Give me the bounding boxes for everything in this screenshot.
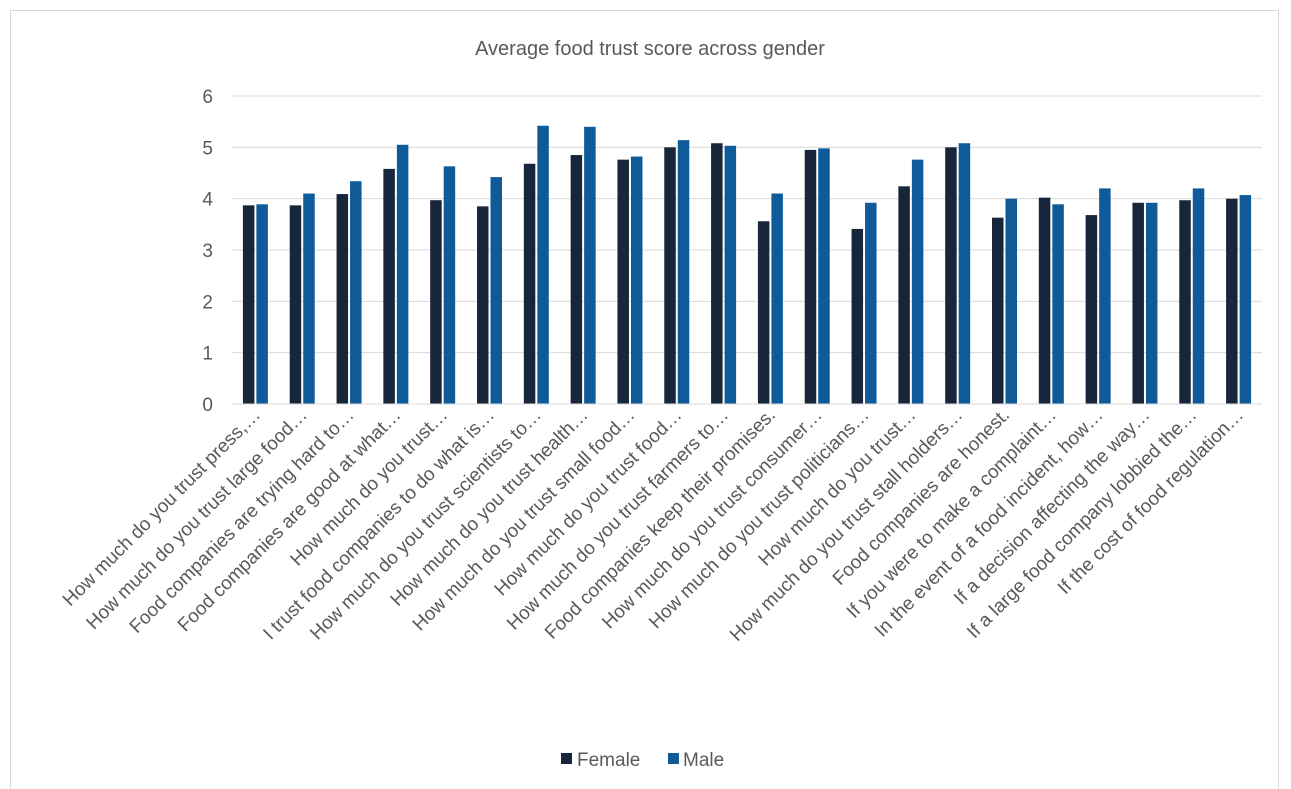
bar-female-6: [523, 163, 536, 404]
bar-female-17: [1038, 197, 1051, 404]
y-tick-label: 5: [202, 138, 213, 159]
legend-swatch-female: [561, 753, 572, 764]
bar-male-20: [1192, 188, 1205, 404]
y-tick-label: 2: [202, 292, 213, 313]
bar-female-1: [289, 205, 302, 404]
bar-female-21: [1226, 198, 1238, 404]
bar-female-19: [1132, 202, 1144, 404]
bar-male-10: [724, 145, 737, 405]
bar-female-9: [664, 147, 676, 404]
y-tick-label: 3: [202, 241, 213, 262]
chart-frame: [10, 10, 1279, 789]
bar-male-6: [537, 125, 549, 405]
bar-male-18: [1099, 188, 1111, 404]
bar-female-20: [1179, 200, 1191, 404]
bar-male-3: [396, 144, 409, 404]
bar-female-0: [242, 205, 255, 404]
bar-female-5: [477, 206, 489, 404]
bar-male-17: [1052, 204, 1064, 404]
x-axis-categories: How much do you trust press,…How much do…: [59, 405, 1248, 646]
bar-male-12: [818, 148, 830, 404]
bar-male-7: [584, 126, 596, 405]
bar-female-15: [945, 147, 957, 404]
bar-male-15: [958, 143, 971, 405]
bar-female-4: [430, 200, 442, 404]
bar-male-9: [677, 140, 690, 404]
bar-female-13: [851, 228, 864, 404]
bar-male-0: [256, 204, 268, 404]
bar-male-14: [911, 159, 924, 404]
bar-female-7: [570, 155, 583, 404]
legend-swatch-male: [668, 753, 679, 764]
bar-female-3: [383, 168, 395, 404]
bar-female-14: [898, 186, 910, 404]
bar-male-16: [1005, 198, 1017, 404]
bar-female-18: [1085, 215, 1098, 404]
bar-male-1: [303, 193, 315, 404]
y-tick-label: 1: [202, 344, 213, 365]
bar-male-4: [443, 166, 456, 404]
bar-male-19: [1145, 202, 1158, 404]
y-tick-label: 0: [202, 395, 213, 416]
bar-male-21: [1239, 195, 1252, 404]
legend-label-male: Male: [683, 750, 724, 771]
bar-male-11: [771, 193, 783, 404]
y-tick-label: 6: [202, 87, 213, 108]
y-axis-ticks: 0 1 2 3 4 5 6: [202, 87, 213, 416]
bar-female-16: [992, 217, 1004, 404]
bar-male-5: [490, 177, 502, 404]
bar-male-8: [630, 156, 643, 404]
bar-female-10: [711, 143, 723, 405]
legend-label-female: Female: [577, 750, 640, 771]
bar-female-12: [804, 149, 817, 404]
bar-female-2: [336, 194, 349, 404]
bar-female-8: [617, 159, 629, 404]
bar-female-11: [757, 221, 770, 404]
chart-title: Average food trust score across gender: [475, 38, 825, 60]
legend: Female Male: [561, 750, 724, 771]
bars: [242, 125, 1252, 405]
bar-male-13: [865, 202, 877, 404]
y-tick-label: 4: [202, 190, 213, 211]
bar-male-2: [350, 181, 362, 404]
